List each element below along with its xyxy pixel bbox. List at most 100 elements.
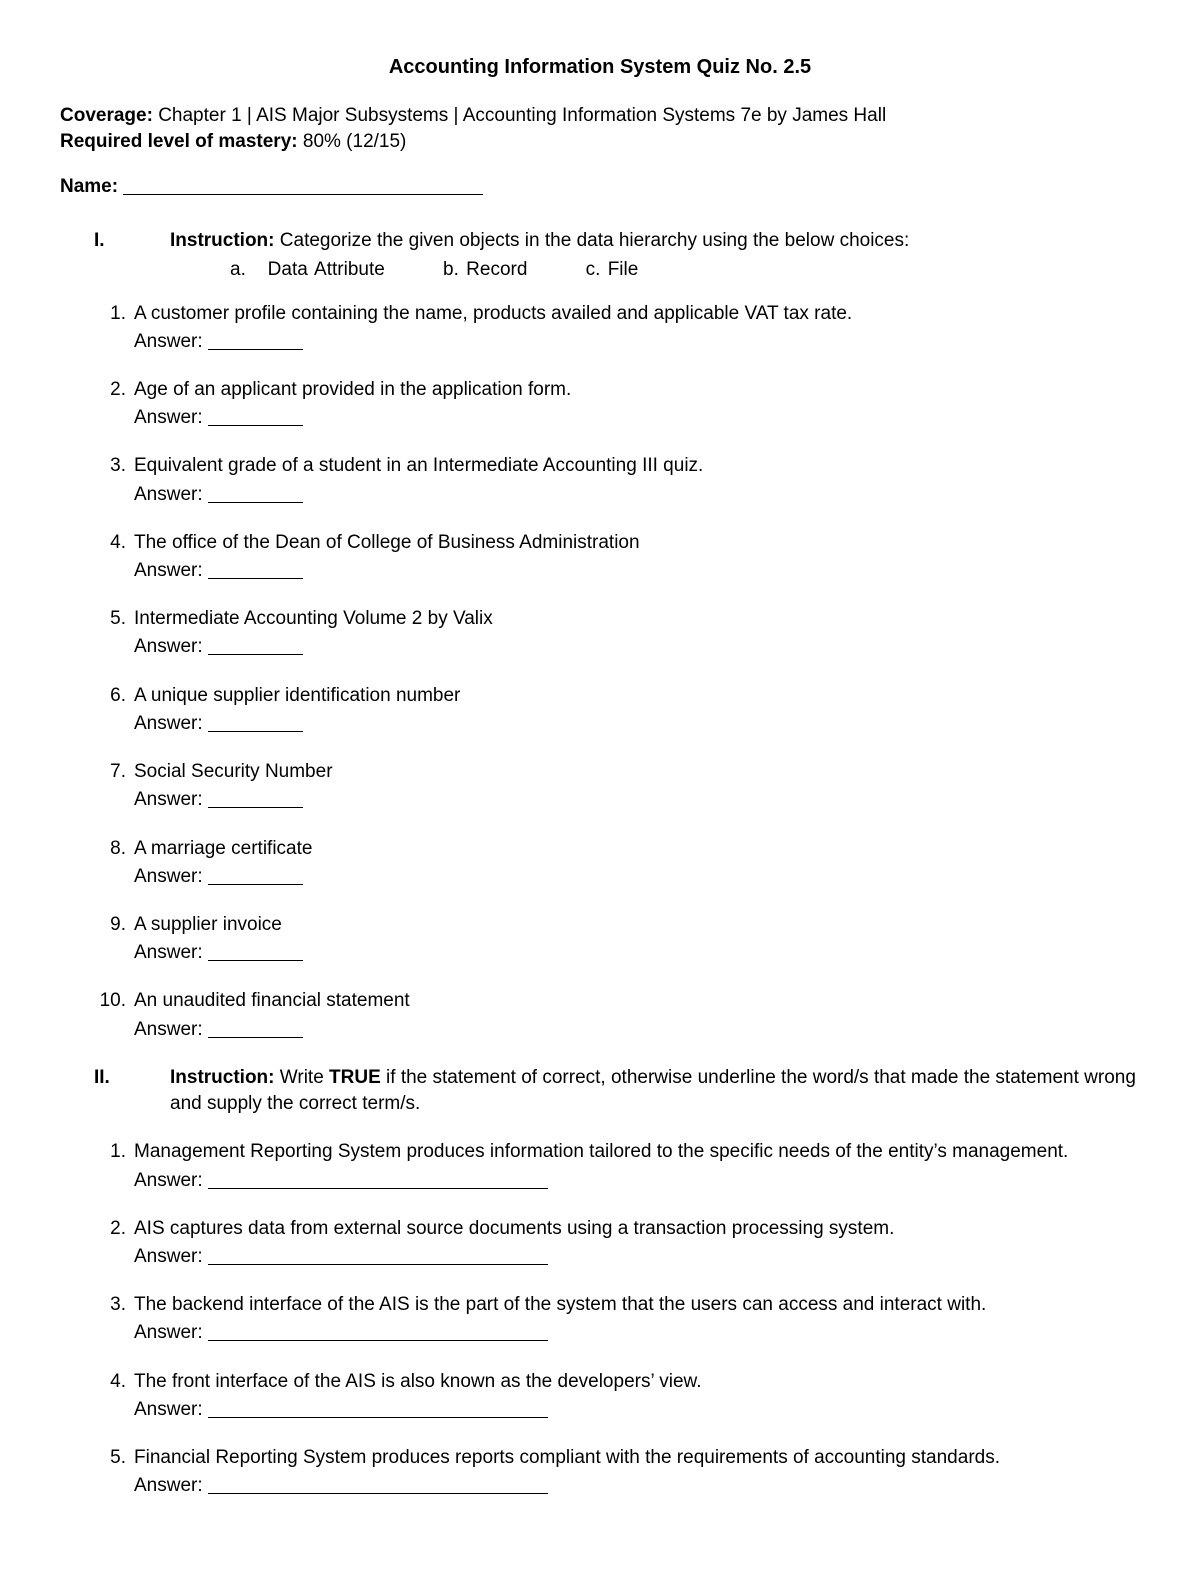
answer-label: Answer: [134,407,208,428]
answer-line: Answer: [134,864,1140,890]
answer-label: Answer: [134,560,208,581]
answer-line: Answer: [134,482,1140,508]
question-number: 5. [94,606,134,660]
question-number: 7. [94,759,134,813]
question-number: 8. [94,836,134,890]
question-body: Intermediate Accounting Volume 2 by Vali… [134,606,1140,660]
section-1-instr-label: Instruction: [170,230,275,251]
answer-label: Answer: [134,1322,208,1343]
answer-blank[interactable] [208,578,303,579]
question-body: Age of an applicant provided in the appl… [134,377,1140,431]
question-number: 4. [94,1369,134,1423]
section-1-questions: 1.A customer profile containing the name… [94,301,1140,1043]
mastery-label: Required level of mastery: [60,131,298,152]
question-body: An unaudited financial statement Answer: [134,988,1140,1042]
section-2-num: II. [94,1065,170,1117]
answer-label: Answer: [134,636,208,657]
question-number: 10. [94,988,134,1042]
question-item: 1.A customer profile containing the name… [94,301,1140,355]
answer-label: Answer: [134,1399,208,1420]
answer-line: Answer: [134,1244,1140,1270]
question-body: A customer profile containing the name, … [134,301,1140,355]
answer-blank[interactable] [208,1037,303,1038]
answer-blank[interactable] [208,1264,548,1265]
question-text: Financial Reporting System produces repo… [134,1445,1140,1471]
question-text: Equivalent grade of a student in an Inte… [134,453,1140,479]
question-body: The front interface of the AIS is also k… [134,1369,1140,1423]
question-body: Management Reporting System produces inf… [134,1139,1140,1193]
answer-blank[interactable] [208,884,303,885]
question-body: A marriage certificateAnswer: [134,836,1140,890]
question-body: Equivalent grade of a student in an Inte… [134,453,1140,507]
question-text: Management Reporting System produces inf… [134,1139,1140,1165]
answer-blank[interactable] [208,349,303,350]
name-label: Name: [60,176,123,197]
answer-line: Answer: [134,329,1140,355]
question-number: 2. [94,1216,134,1270]
question-text: An unaudited financial statement [134,988,1140,1014]
answer-label: Answer: [134,789,208,810]
answer-line: Answer: [134,634,1140,660]
answer-blank[interactable] [208,1493,548,1494]
section-1-num: I. [94,228,170,254]
section-2-header: II. Instruction: Write TRUE if the state… [94,1065,1140,1117]
answer-blank[interactable] [208,425,303,426]
question-item: 5.Intermediate Accounting Volume 2 by Va… [94,606,1140,660]
question-item: 10.An unaudited financial statement Answe… [94,988,1140,1042]
answer-line: Answer: [134,558,1140,584]
answer-blank[interactable] [208,960,303,961]
quiz-page: Accounting Information System Quiz No. 2… [0,0,1200,1582]
answer-blank[interactable] [208,1340,548,1341]
answer-blank[interactable] [208,807,303,808]
section-1-body: Instruction: Categorize the given object… [170,228,1140,254]
answer-label: Answer: [134,331,208,352]
section-1-choices: a. Data Attribute b. Record c. File [230,259,1140,281]
answer-line: Answer: [134,1017,1140,1043]
answer-label: Answer: [134,1170,208,1191]
question-item: 6.A unique supplier identification numbe… [94,683,1140,737]
name-row: Name: [60,176,1140,198]
question-body: A supplier invoiceAnswer: [134,912,1140,966]
question-number: 1. [94,301,134,355]
question-body: Social Security NumberAnswer: [134,759,1140,813]
answer-blank[interactable] [208,1188,548,1189]
answer-label: Answer: [134,1019,208,1040]
section-1-header: I. Instruction: Categorize the given obj… [94,228,1140,254]
question-text: AIS captures data from external source d… [134,1216,1140,1242]
question-text: The office of the Dean of College of Bus… [134,530,1140,556]
answer-label: Answer: [134,1246,208,1267]
question-item: 7.Social Security NumberAnswer: [94,759,1140,813]
mastery-line: Required level of mastery: 80% (12/15) [60,129,1140,155]
question-item: 3.Equivalent grade of a student in an In… [94,453,1140,507]
answer-blank[interactable] [208,654,303,655]
question-item: 4.The front interface of the AIS is also… [94,1369,1140,1423]
answer-line: Answer: [134,1168,1140,1194]
question-text: A unique supplier identification number [134,683,1140,709]
question-item: 8.A marriage certificateAnswer: [94,836,1140,890]
name-blank[interactable] [123,194,483,195]
answer-line: Answer: [134,711,1140,737]
answer-label: Answer: [134,484,208,505]
question-text: Age of an applicant provided in the appl… [134,377,1140,403]
section-2-questions: 1.Management Reporting System produces i… [94,1139,1140,1499]
answer-blank[interactable] [208,1417,548,1418]
question-number: 1. [94,1139,134,1193]
question-item: 1.Management Reporting System produces i… [94,1139,1140,1193]
section-2-true-word: TRUE [329,1067,381,1088]
question-item: 9.A supplier invoiceAnswer: [94,912,1140,966]
question-number: 5. [94,1445,134,1499]
coverage-label: Coverage: [60,105,153,126]
coverage-text: Chapter 1 | AIS Major Subsystems | Accou… [153,105,886,126]
section-1-instr-text: Categorize the given objects in the data… [275,230,910,251]
section-2-instr-label: Instruction: [170,1067,275,1088]
answer-blank[interactable] [208,731,303,732]
question-number: 4. [94,530,134,584]
question-text: A marriage certificate [134,836,1140,862]
section-2-body: Instruction: Write TRUE if the statement… [170,1065,1140,1117]
question-body: AIS captures data from external source d… [134,1216,1140,1270]
question-item: 2.AIS captures data from external source… [94,1216,1140,1270]
answer-blank[interactable] [208,502,303,503]
question-number: 9. [94,912,134,966]
quiz-title: Accounting Information System Quiz No. 2… [60,56,1140,79]
question-item: 3.The backend interface of the AIS is th… [94,1292,1140,1346]
